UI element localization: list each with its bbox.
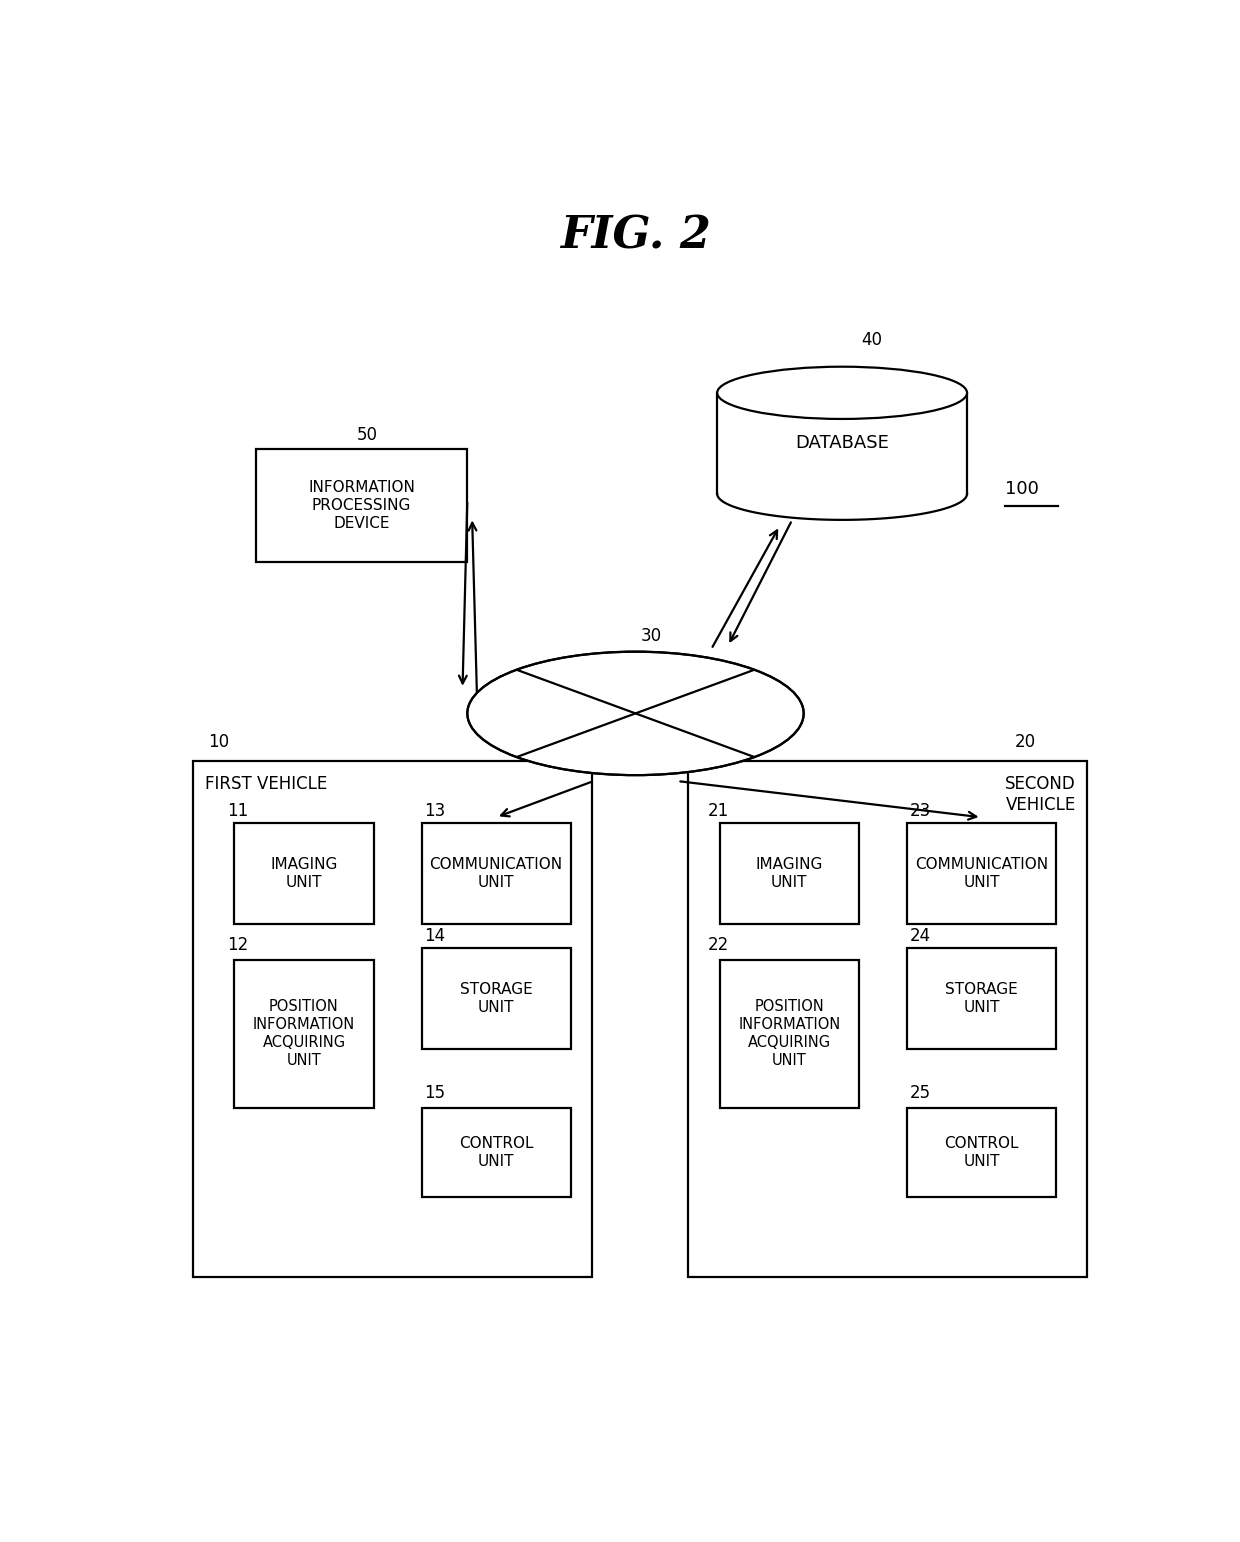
- Text: POSITION
INFORMATION
ACQUIRING
UNIT: POSITION INFORMATION ACQUIRING UNIT: [253, 999, 355, 1069]
- Text: 14: 14: [424, 927, 445, 945]
- Bar: [717, 393, 967, 493]
- Text: COMMUNICATION
UNIT: COMMUNICATION UNIT: [915, 857, 1048, 890]
- Text: CONTROL
UNIT: CONTROL UNIT: [944, 1136, 1019, 1169]
- Text: INFORMATION
PROCESSING
DEVICE: INFORMATION PROCESSING DEVICE: [309, 480, 415, 530]
- Bar: [422, 1109, 570, 1197]
- Text: 11: 11: [227, 802, 248, 820]
- Text: 21: 21: [708, 802, 729, 820]
- Text: FIG. 2: FIG. 2: [560, 214, 711, 258]
- Bar: [906, 823, 1056, 924]
- Bar: [719, 959, 859, 1109]
- Bar: [906, 948, 1056, 1049]
- Text: SECOND
VEHICLE: SECOND VEHICLE: [1004, 776, 1075, 814]
- Bar: [688, 760, 1087, 1277]
- Bar: [234, 823, 373, 924]
- Text: 40: 40: [862, 332, 883, 348]
- Text: 30: 30: [640, 626, 661, 645]
- Ellipse shape: [467, 652, 804, 776]
- Bar: [422, 948, 570, 1049]
- Text: POSITION
INFORMATION
ACQUIRING
UNIT: POSITION INFORMATION ACQUIRING UNIT: [738, 999, 841, 1069]
- Text: 10: 10: [208, 734, 229, 751]
- Text: 12: 12: [227, 936, 248, 954]
- Text: IMAGING
UNIT: IMAGING UNIT: [755, 857, 823, 890]
- Bar: [255, 449, 467, 561]
- Text: IMAGING
UNIT: IMAGING UNIT: [270, 857, 337, 890]
- Bar: [719, 823, 859, 924]
- Bar: [422, 823, 570, 924]
- Text: CONTROL
UNIT: CONTROL UNIT: [459, 1136, 533, 1169]
- Text: 50: 50: [357, 426, 378, 444]
- Text: 13: 13: [424, 802, 445, 820]
- Text: 100: 100: [1006, 480, 1039, 498]
- Bar: [193, 760, 593, 1277]
- Text: FIRST VEHICLE: FIRST VEHICLE: [205, 776, 327, 793]
- Text: STORAGE
UNIT: STORAGE UNIT: [460, 982, 532, 1015]
- Text: 23: 23: [909, 802, 931, 820]
- Text: 15: 15: [424, 1084, 445, 1101]
- Text: 24: 24: [909, 927, 930, 945]
- Text: 25: 25: [909, 1084, 930, 1101]
- Text: COMMUNICATION
UNIT: COMMUNICATION UNIT: [429, 857, 563, 890]
- Text: 22: 22: [708, 936, 729, 954]
- Bar: [234, 959, 373, 1109]
- Text: DATABASE: DATABASE: [795, 435, 889, 452]
- Text: STORAGE
UNIT: STORAGE UNIT: [945, 982, 1018, 1015]
- Text: 20: 20: [1016, 734, 1037, 751]
- Ellipse shape: [717, 367, 967, 419]
- Bar: [906, 1109, 1056, 1197]
